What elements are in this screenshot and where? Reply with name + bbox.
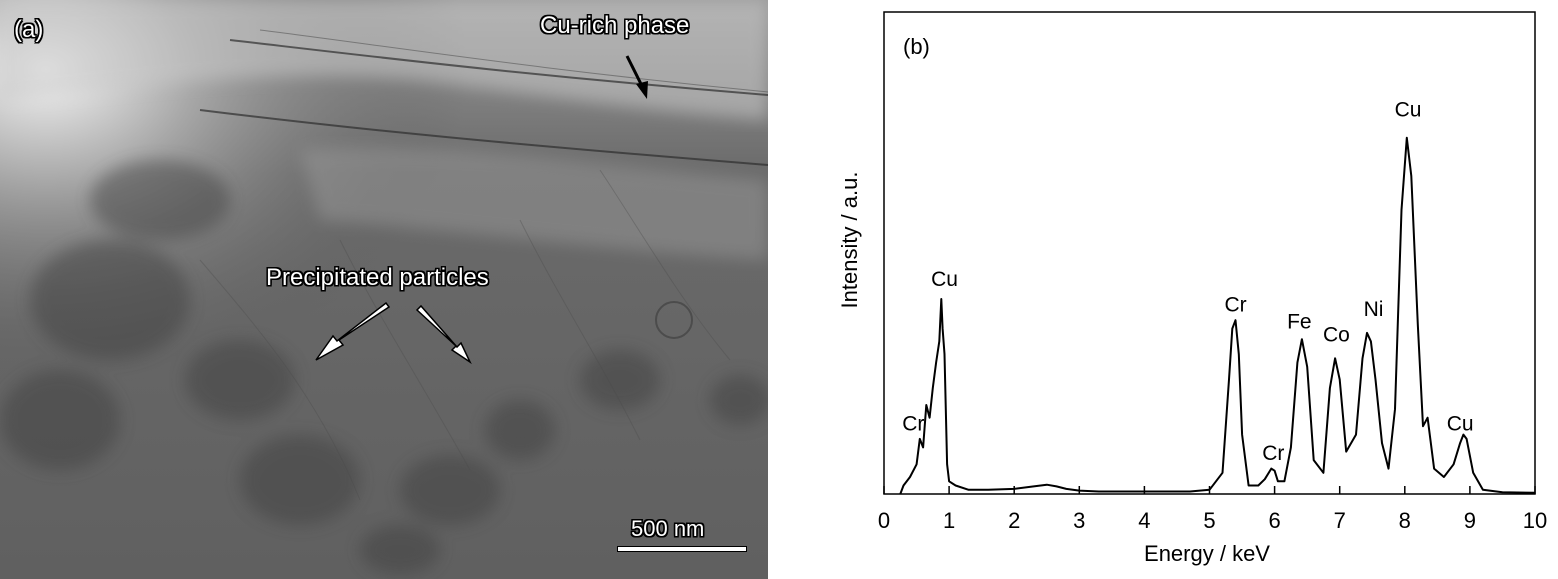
scale-bar-label: 500 nm <box>631 516 705 541</box>
precipitate-arrow-left <box>315 301 391 361</box>
eds-spectrum-panel: (b) 0 1 2 3 4 5 6 7 8 9 10 Cu Cr Cr Cr Fe Co Ni Cu Cu <box>780 0 1558 579</box>
spectrum-line <box>899 136 1536 495</box>
x-tick-label-1: 1 <box>943 508 955 533</box>
y-axis-label: Intensity / a.u. <box>837 171 862 309</box>
tem-micrograph-panel: (a) Cu-rich phase Precipitated particles… <box>0 0 768 579</box>
peak-label-cu-8: Cu <box>1447 412 1474 435</box>
cu-phase-arrow <box>625 55 648 99</box>
x-tick-label-5: 5 <box>1203 508 1215 533</box>
x-tick-label-4: 4 <box>1138 508 1150 533</box>
x-tick-label-2: 2 <box>1008 508 1020 533</box>
tem-micrograph-image <box>0 0 768 579</box>
x-axis-label: Energy / keV <box>1144 541 1270 566</box>
x-axis-tick-labels: 0 1 2 3 4 5 6 7 8 9 10 <box>878 508 1547 533</box>
scale-bar <box>617 546 747 552</box>
x-tick-label-10: 10 <box>1523 508 1547 533</box>
peak-label-ni-6: Ni <box>1364 298 1384 321</box>
x-tick-label-0: 0 <box>878 508 890 533</box>
peak-label-co-5: Co <box>1323 323 1350 346</box>
plot-frame <box>883 11 1536 495</box>
peak-label-cu-0: Cu <box>931 268 958 291</box>
x-tick-label-3: 3 <box>1073 508 1085 533</box>
peak-label-cr-2: Cr <box>1224 294 1246 317</box>
peak-label-cu-7: Cu <box>1395 99 1422 122</box>
x-tick-label-7: 7 <box>1334 508 1346 533</box>
panel-a-label: (a) <box>14 16 44 43</box>
cu-rich-phase-label: Cu-rich phase <box>540 12 690 39</box>
annotation-arrows <box>315 55 648 365</box>
peak-label-fe-4: Fe <box>1287 311 1312 334</box>
peak-labels: Cu Cr Cr Cr Fe Co Ni Cu Cu <box>902 99 1473 465</box>
panel-b-label: (b) <box>903 34 930 59</box>
x-tick-label-9: 9 <box>1464 508 1476 533</box>
precipitated-particles-label: Precipitated particles <box>266 264 489 291</box>
x-tick-label-8: 8 <box>1399 508 1411 533</box>
x-tick-label-6: 6 <box>1268 508 1280 533</box>
peak-label-cr-1: Cr <box>902 412 924 435</box>
eds-spectrum-chart: (b) 0 1 2 3 4 5 6 7 8 9 10 Cu Cr Cr Cr Fe Co Ni Cu Cu <box>878 11 1547 533</box>
precipitate-arrow-right <box>415 304 472 365</box>
peak-label-cr-3: Cr <box>1262 442 1284 465</box>
